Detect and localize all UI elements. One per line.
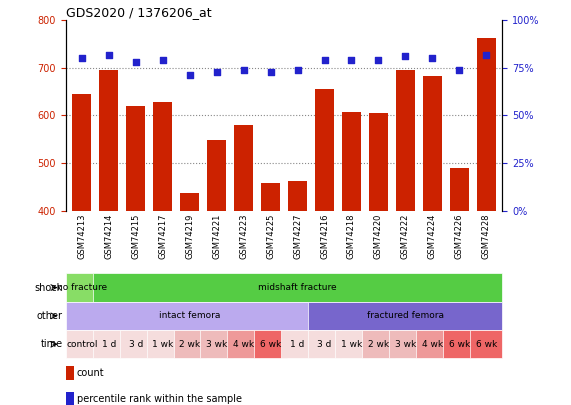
Text: 1 wk: 1 wk xyxy=(341,340,362,349)
Text: percentile rank within the sample: percentile rank within the sample xyxy=(77,394,242,404)
Bar xyxy=(470,330,502,358)
Bar xyxy=(66,302,313,330)
Bar xyxy=(126,106,145,401)
Bar xyxy=(416,330,449,358)
Text: GSM74220: GSM74220 xyxy=(374,214,383,259)
Point xyxy=(131,59,140,65)
Text: 3 wk: 3 wk xyxy=(206,340,227,349)
Bar xyxy=(308,330,341,358)
Bar xyxy=(66,392,74,405)
Text: count: count xyxy=(77,368,104,378)
Text: GSM74228: GSM74228 xyxy=(482,214,491,259)
Text: GSM74225: GSM74225 xyxy=(266,214,275,259)
Bar xyxy=(180,192,199,401)
Point xyxy=(185,72,194,79)
Bar xyxy=(308,302,502,330)
Bar xyxy=(369,113,388,401)
Bar xyxy=(443,330,476,358)
Text: 3 d: 3 d xyxy=(317,340,332,349)
Text: control: control xyxy=(66,340,98,349)
Point xyxy=(239,66,248,73)
Text: fractured femora: fractured femora xyxy=(367,311,444,320)
Text: GSM74213: GSM74213 xyxy=(77,214,86,259)
Bar xyxy=(234,125,253,401)
Bar xyxy=(73,94,91,401)
Text: GSM74227: GSM74227 xyxy=(293,214,302,259)
Bar xyxy=(255,330,287,358)
Point xyxy=(374,57,383,64)
Bar xyxy=(342,112,361,401)
Bar xyxy=(477,38,496,401)
Text: midshaft fracture: midshaft fracture xyxy=(258,283,337,292)
Bar xyxy=(200,330,233,358)
Bar xyxy=(288,181,307,401)
Bar xyxy=(66,367,74,380)
Point xyxy=(455,66,464,73)
Point xyxy=(428,55,437,62)
Text: GSM74221: GSM74221 xyxy=(212,214,221,259)
Bar xyxy=(423,76,442,401)
Text: 6 wk: 6 wk xyxy=(260,340,281,349)
Text: 1 d: 1 d xyxy=(102,340,116,349)
Bar xyxy=(99,70,118,401)
Text: GSM74218: GSM74218 xyxy=(347,214,356,259)
Bar xyxy=(66,330,98,358)
Point xyxy=(401,53,410,60)
Point xyxy=(212,68,221,75)
Bar xyxy=(66,273,98,302)
Text: 2 wk: 2 wk xyxy=(368,340,389,349)
Text: GSM74226: GSM74226 xyxy=(455,214,464,259)
Point xyxy=(482,51,491,58)
Text: GSM74223: GSM74223 xyxy=(239,214,248,259)
Text: GSM74222: GSM74222 xyxy=(401,214,410,259)
Bar xyxy=(450,168,469,401)
Bar xyxy=(227,330,260,358)
Bar xyxy=(147,330,179,358)
Text: GSM74214: GSM74214 xyxy=(104,214,113,259)
Text: shock: shock xyxy=(35,283,63,292)
Point xyxy=(266,68,275,75)
Bar xyxy=(335,330,368,358)
Text: GSM74217: GSM74217 xyxy=(158,214,167,259)
Text: other: other xyxy=(37,311,63,321)
Text: no fracture: no fracture xyxy=(57,283,107,292)
Bar xyxy=(174,330,206,358)
Bar xyxy=(119,330,152,358)
Point xyxy=(320,57,329,64)
Point xyxy=(104,51,114,58)
Bar xyxy=(261,183,280,401)
Point xyxy=(158,57,167,64)
Text: GSM74215: GSM74215 xyxy=(131,214,140,259)
Bar xyxy=(153,102,172,401)
Text: 4 wk: 4 wk xyxy=(233,340,254,349)
Text: 6 wk: 6 wk xyxy=(476,340,497,349)
Bar xyxy=(207,140,226,401)
Text: intact femora: intact femora xyxy=(159,311,220,320)
Point xyxy=(77,55,86,62)
Text: GSM74219: GSM74219 xyxy=(185,214,194,259)
Bar xyxy=(93,330,125,358)
Text: time: time xyxy=(41,339,63,349)
Text: GDS2020 / 1376206_at: GDS2020 / 1376206_at xyxy=(66,6,211,19)
Text: GSM74224: GSM74224 xyxy=(428,214,437,259)
Point xyxy=(347,57,356,64)
Text: 3 wk: 3 wk xyxy=(395,340,416,349)
Bar xyxy=(389,330,421,358)
Text: GSM74216: GSM74216 xyxy=(320,214,329,259)
Text: 2 wk: 2 wk xyxy=(179,340,200,349)
Bar xyxy=(362,330,395,358)
Bar xyxy=(396,70,415,401)
Bar xyxy=(315,89,334,401)
Bar xyxy=(282,330,313,358)
Text: 3 d: 3 d xyxy=(128,340,143,349)
Text: 6 wk: 6 wk xyxy=(449,340,470,349)
Point xyxy=(293,66,302,73)
Text: 1 wk: 1 wk xyxy=(152,340,174,349)
Text: 1 d: 1 d xyxy=(291,340,305,349)
Text: 4 wk: 4 wk xyxy=(422,340,443,349)
